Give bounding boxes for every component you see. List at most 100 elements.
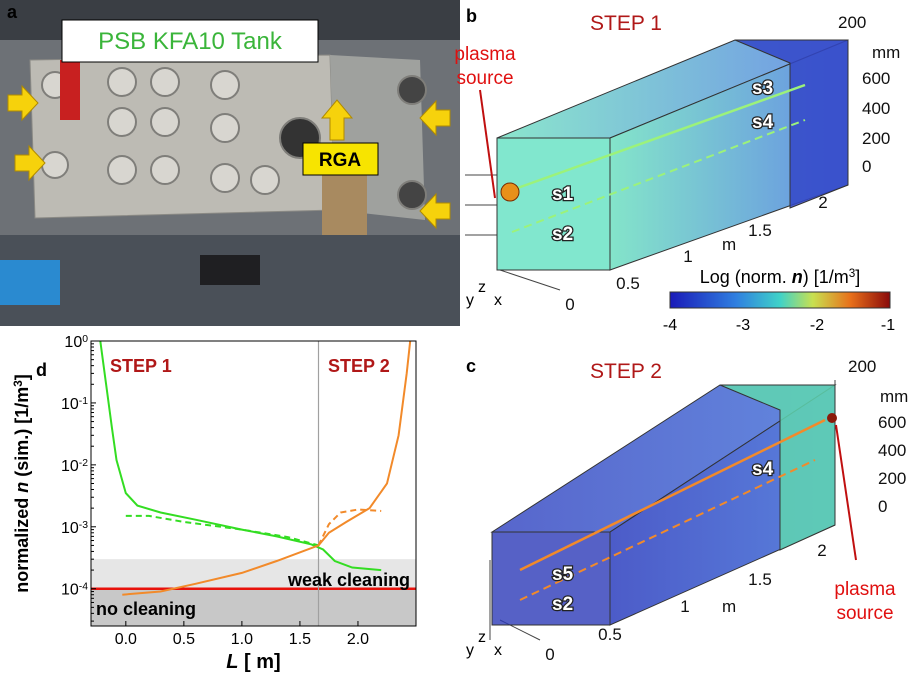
x-axis-label: L [ m] [226, 651, 280, 673]
y-tick-label: 10-3 [61, 519, 88, 537]
panel-b: b STEP 1 plasma source s1 s2 s3 s4 0 0.5… [454, 6, 900, 314]
tick-exponent: -1 [79, 395, 88, 406]
box-front [491, 531, 611, 626]
arrows [7, 84, 451, 230]
colorbar-scale [669, 291, 891, 309]
axis-tick-label: 200 [878, 469, 906, 488]
y-tick-label: 10-1 [61, 395, 88, 413]
colorbar-tick: -1 [881, 317, 895, 334]
panel-label: c [466, 356, 476, 376]
source-label: source [456, 68, 513, 89]
colorbar: Log (norm. n) [1/m3] -4 -3 -2 -1 [663, 267, 895, 335]
axis-tick-label: 200 [838, 13, 866, 32]
annotation: STEP 2 [328, 356, 390, 376]
photo-title: PSB KFA10 Tank [98, 28, 283, 55]
series-line [99, 341, 382, 572]
axis-unit: m [722, 597, 736, 616]
tick-base: 10 [61, 582, 79, 599]
axis-triad: y [466, 292, 474, 309]
text-part: n [792, 267, 803, 287]
x-tick-label: 2.0 [347, 631, 369, 648]
port-label: s2 [552, 224, 573, 245]
leader [835, 424, 857, 561]
port-label: s2 [552, 594, 573, 615]
end-chamber [719, 384, 836, 551]
port-label: s4 [752, 112, 774, 133]
tick-base: 10 [61, 520, 79, 537]
tick-exponent: -2 [79, 457, 88, 468]
text-part: 3 [12, 380, 25, 387]
source-label: plasma [454, 44, 516, 65]
tick-base: 10 [64, 334, 82, 351]
axis-tick-label: 0 [545, 645, 554, 664]
tick-base: 10 [61, 396, 79, 413]
axis-tick-label: 1 [680, 597, 689, 616]
colorbar-tick: -4 [663, 317, 677, 334]
text-part: ) [1/m [803, 267, 849, 287]
rga-label: RGA [319, 150, 362, 171]
axis-tick-label: 600 [878, 413, 906, 432]
series-line [125, 514, 319, 547]
x-tick-label: 0.0 [115, 631, 137, 648]
rga-box [302, 142, 379, 176]
axis-triad: y [466, 642, 474, 659]
series-line [317, 508, 382, 546]
x-tick-label: 1.5 [289, 631, 311, 648]
port-label: s4 [752, 459, 774, 480]
panel-label: a [7, 2, 18, 22]
axis-tick-label: 1.5 [748, 570, 772, 589]
equipment-box [200, 255, 260, 285]
title-box [61, 19, 319, 63]
axis-triad: z [478, 629, 486, 646]
text-part: [ m] [239, 651, 281, 673]
beam-line [511, 83, 806, 192]
tick-exponent: -4 [79, 581, 88, 592]
x-tick-label: 1.0 [231, 631, 253, 648]
tick-exponent: -3 [79, 519, 88, 530]
band-label: weak cleaning [287, 570, 410, 590]
tick-base: 10 [61, 458, 79, 475]
y-tick-label: 100 [64, 334, 88, 352]
panel-label: d [36, 360, 47, 380]
colorbar-label: Log (norm. n) [1/m3] [700, 267, 861, 288]
plasma-source [500, 182, 520, 202]
colorbar-tick: -2 [810, 317, 824, 334]
axis-tick-label: 1.5 [748, 221, 772, 240]
panel-label: b [466, 6, 477, 26]
axis-tick-label: 0.5 [598, 625, 622, 644]
axis-triad: z [478, 279, 486, 296]
blue-box [0, 260, 60, 305]
axis-unit: mm [872, 43, 900, 62]
text-part: 3 [849, 267, 856, 280]
text-part: n [12, 482, 32, 493]
y-tick-label: 10-2 [61, 457, 88, 475]
annotation: STEP 1 [110, 356, 172, 376]
beam-line [511, 119, 806, 233]
text-part: L [226, 651, 238, 673]
axis-tick-label: 2 [817, 541, 826, 560]
axis-unit: mm [880, 387, 908, 406]
port-label: s1 [552, 184, 574, 205]
photo-panel: PSB KFA10 Tank RGA a [0, 0, 460, 326]
axis-unit: m [722, 235, 736, 254]
text-part: Log (norm. [700, 267, 792, 287]
axis-tick-label: 0.5 [616, 274, 640, 293]
axis-tick-label: 400 [862, 99, 890, 118]
source-label: plasma [834, 579, 896, 600]
axis-tick-label: 0 [878, 497, 887, 516]
text-part: normalized [12, 493, 32, 593]
text-part: (sim.) [1/m [12, 387, 32, 482]
box-front [496, 137, 611, 271]
end-chamber [734, 39, 849, 209]
warning-sign [60, 60, 80, 120]
axis-tick-label: 200 [862, 129, 890, 148]
step-title: STEP 1 [590, 12, 662, 35]
colorbar-tick: -3 [736, 317, 750, 334]
port-label: s5 [552, 564, 574, 585]
plasma-source [827, 413, 837, 423]
band-label: no cleaning [96, 599, 196, 619]
series-line [122, 341, 412, 596]
tick-exponent: 0 [82, 334, 88, 345]
